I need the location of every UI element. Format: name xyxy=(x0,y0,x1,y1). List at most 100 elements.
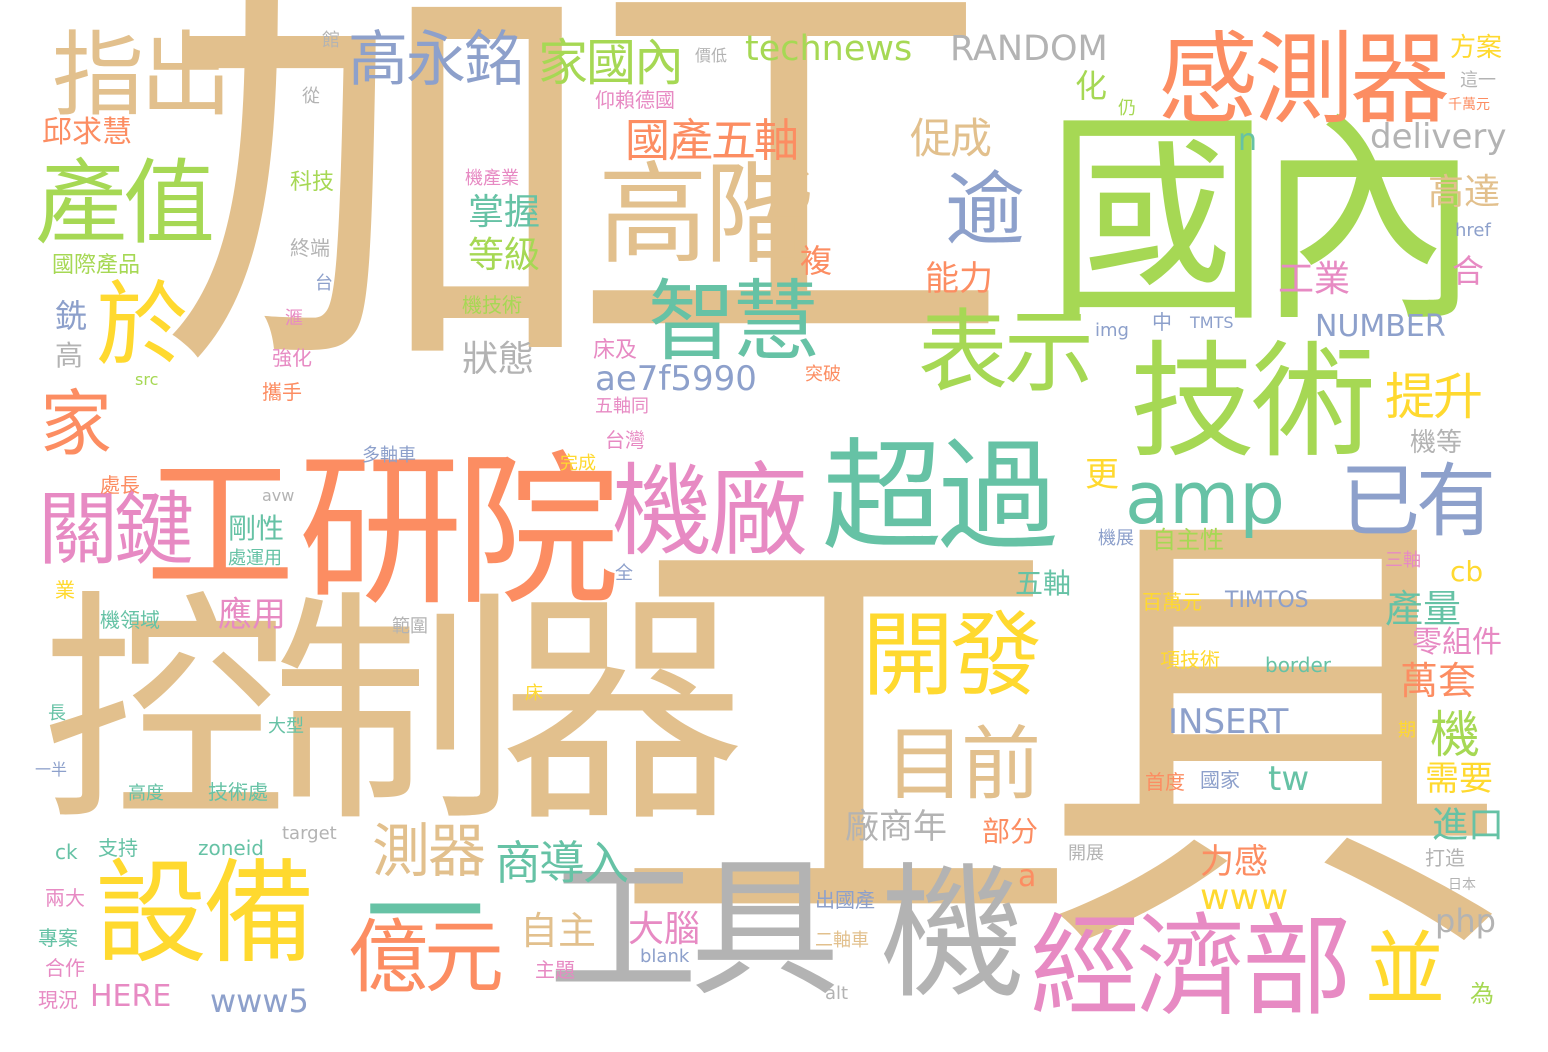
word-gongju-gray: 工具 xyxy=(548,843,840,1017)
word-technews: technews xyxy=(745,29,913,69)
word-yu: 逾 xyxy=(945,163,1025,256)
word-ji-gray: 機 xyxy=(880,850,1025,1019)
word-fanwei: 範圍 xyxy=(392,616,428,637)
word-zhangwo: 掌握 xyxy=(468,192,541,233)
word-chuyunyong: 處運用 xyxy=(228,548,282,569)
word-duozhouche: 多軸車 xyxy=(362,445,416,466)
word-here: HERE xyxy=(90,979,172,1014)
word-bing: 並 xyxy=(1365,923,1445,1016)
word-qianghua: 強化 xyxy=(272,346,312,370)
word-gao-small: 高 xyxy=(55,339,84,372)
word-shangdaoru: 商導入 xyxy=(495,836,629,890)
word-reng: 仍 xyxy=(1118,98,1136,119)
word-cong: 從 xyxy=(302,86,320,107)
word-jideng: 機等 xyxy=(1410,428,1463,458)
word-zizhu: 自主 xyxy=(520,909,597,953)
word-wancheng: 完成 xyxy=(560,453,596,474)
word-jizhan: 機展 xyxy=(1098,528,1134,549)
word-jinkou: 進口 xyxy=(1432,805,1505,846)
word-chanzhi: 產值 xyxy=(35,150,215,257)
word-www: www xyxy=(1200,877,1289,918)
word-zhichu: 指出 xyxy=(52,22,232,129)
word-chuangji: 床及 xyxy=(593,338,638,363)
word-gongju-large: 工具 xyxy=(610,466,1510,1013)
word-hui: 滙 xyxy=(285,308,303,329)
word-alt: alt xyxy=(825,983,849,1004)
word-changshangnian: 廠商年 xyxy=(845,807,947,847)
word-kaizhan: 開展 xyxy=(1068,843,1104,864)
word-muqian: 目前 xyxy=(885,718,1041,811)
word-border: border xyxy=(1265,653,1332,677)
word-biaoshi: 表示 xyxy=(918,300,1094,405)
word-yingyong: 應用 xyxy=(218,595,286,635)
word-jia: 家 xyxy=(40,382,113,466)
word-jishuchu: 技術處 xyxy=(208,780,268,804)
word-riben: 日本 xyxy=(1448,877,1476,893)
word-yiyou: 已有 xyxy=(1340,455,1496,548)
word-xiankuang: 現況 xyxy=(38,988,78,1012)
word-guojichanpin: 國際產品 xyxy=(52,253,141,278)
word-qiuqiuhui: 邱求慧 xyxy=(42,115,132,150)
word-shoudu: 首度 xyxy=(1145,770,1185,794)
word-tupo: 突破 xyxy=(805,364,841,385)
word-src: src xyxy=(135,370,159,389)
word-zoneid: zoneid xyxy=(198,836,264,860)
word-jichang: 機廠 xyxy=(612,453,808,570)
word-sanzhou: 三軸 xyxy=(1385,550,1421,571)
word-ligan: 力感 xyxy=(1200,842,1268,882)
word-random: RANDOM xyxy=(950,29,1108,69)
word-zhuti: 主題 xyxy=(535,958,575,982)
word-zizhuxing: 自主性 xyxy=(1152,526,1224,554)
word-yanyuan: 研院 xyxy=(298,436,620,628)
word-zheyi: 這一 xyxy=(1460,70,1496,91)
word-amp: amp xyxy=(1125,456,1285,540)
word-zhong: 中 xyxy=(1152,310,1172,334)
word-ye: 業 xyxy=(55,578,75,602)
word-jiadi: 價低 xyxy=(695,46,728,65)
word-fangan: 方案 xyxy=(1450,33,1503,63)
word-geng: 更 xyxy=(1085,455,1119,495)
word-wantao: 萬套 xyxy=(1400,659,1477,703)
word-a: a xyxy=(1018,859,1037,894)
word-chuang: 床 xyxy=(525,683,543,704)
word-cb: cb xyxy=(1450,555,1484,588)
word-dengji: 等級 xyxy=(468,235,541,276)
word-hezuo: 合作 xyxy=(45,956,85,980)
word-he: 合 xyxy=(1452,252,1485,290)
word-xuyao: 需要 xyxy=(1425,759,1493,799)
word-chanliang: 產量 xyxy=(1385,587,1462,631)
word-zhuanan: 專案 xyxy=(38,926,78,950)
word-bufen: 部分 xyxy=(982,815,1039,848)
word-guonei: 國內 xyxy=(1045,91,1481,353)
word-tai: 台 xyxy=(315,273,333,294)
word-tw: tw xyxy=(1268,759,1310,799)
word-chuzhang: 處長 xyxy=(100,473,140,497)
word-dazao: 打造 xyxy=(1425,846,1465,870)
word-kongzhiqi: 控制器 xyxy=(42,570,745,855)
word-jingjibu: 經濟部 xyxy=(1030,903,1352,1031)
word-ceqi: 測器 xyxy=(372,817,486,885)
word-zhuangtai: 狀態 xyxy=(462,339,535,380)
word-qi: 期 xyxy=(1398,720,1416,741)
word-timtos: TIMTOS xyxy=(1225,588,1309,613)
word-img: img xyxy=(1095,320,1129,341)
word-blank: blank xyxy=(640,946,690,967)
word-yu-yellow: 於 xyxy=(96,272,189,379)
word-target: target xyxy=(282,823,337,844)
word-liangda: 兩大 xyxy=(45,886,85,910)
word-gaoda: 高達 xyxy=(1428,172,1501,213)
word-wuzhoutong: 五軸同 xyxy=(595,396,649,417)
word-yi-dash: 一 xyxy=(365,845,485,984)
word-fu: 複 xyxy=(800,242,833,280)
word-guochanwuzhou: 國產五軸 xyxy=(625,114,799,167)
word-www5: www5 xyxy=(210,982,309,1020)
word-baiwanyuan: 百萬元 xyxy=(1142,590,1202,614)
word-guojia: 國家 xyxy=(1200,768,1240,792)
word-tmts: TMTS xyxy=(1190,313,1234,332)
word-jichanye: 機產業 xyxy=(465,168,519,189)
word-insert: INSERT xyxy=(1168,702,1289,742)
word-yanglaideguo: 仰賴德國 xyxy=(595,88,675,112)
word-yiyuan: 億元 xyxy=(348,911,504,1004)
word-erzhouche: 二軸車 xyxy=(815,930,869,951)
word-n: n xyxy=(1238,123,1258,158)
